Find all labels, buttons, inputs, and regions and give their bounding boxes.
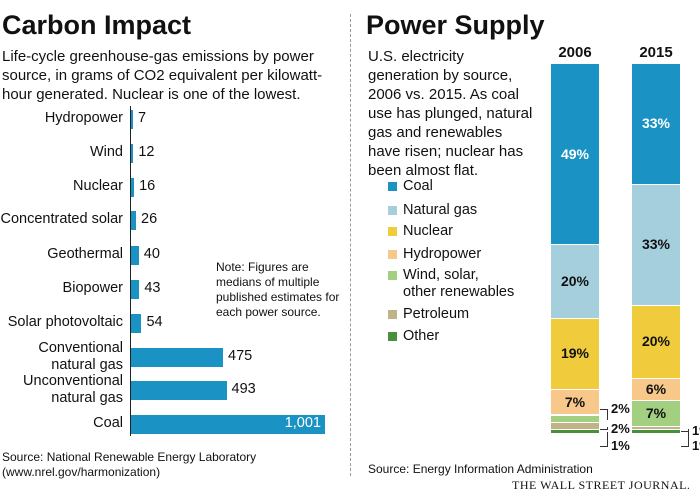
- legend-swatch: [388, 332, 397, 341]
- left-title: Carbon Impact: [2, 10, 192, 40]
- category-label: Nuclear: [73, 178, 123, 194]
- segment-label: 19%: [560, 345, 590, 362]
- segment-label: 33%: [641, 115, 671, 132]
- legend-swatch: [388, 206, 397, 215]
- emission-bar: [131, 245, 139, 265]
- stack-segment: [551, 319, 599, 389]
- category-axis: [130, 106, 131, 436]
- leader-line: [600, 426, 608, 430]
- emission-bar: [131, 414, 325, 434]
- emission-bar: [131, 279, 140, 299]
- value-label: 12: [138, 144, 155, 160]
- stack-segment: [632, 401, 680, 426]
- segment-label: 33%: [641, 236, 671, 253]
- segment-label: 1%: [692, 438, 700, 454]
- category-label: Wind: [89, 144, 123, 160]
- stack-segment: [551, 430, 599, 433]
- segment-label: 1%: [692, 422, 700, 438]
- stack-segment: [551, 422, 599, 430]
- stack-segment: [632, 430, 680, 433]
- value-label: 54: [146, 314, 163, 330]
- segment-label: 7%: [564, 393, 586, 410]
- stack-segment: [551, 245, 599, 319]
- emission-bar: [131, 143, 134, 163]
- legend-swatch: [388, 250, 397, 259]
- segment-label: 7%: [645, 404, 667, 421]
- legend-swatch: [388, 271, 397, 280]
- segment-label: 6%: [645, 381, 667, 398]
- legend-swatch: [388, 310, 397, 319]
- left-subtitle: Life-cycle greenhouse-gas emissions by p…: [2, 48, 323, 103]
- emission-bar: [131, 347, 224, 367]
- category-label: Geothermal: [47, 246, 123, 262]
- stack-segment: [551, 389, 599, 415]
- wsj-logo: THE WALL STREET JOURNAL.: [512, 478, 691, 492]
- segment-label: 2%: [611, 420, 630, 436]
- legend-label: Hydropower: [403, 246, 482, 262]
- category-label: Conventional natural gas: [38, 340, 123, 373]
- legend-label: Natural gas: [403, 202, 478, 218]
- column-year: 2015: [639, 44, 673, 61]
- left-source: Source: National Renewable Energy Labora…: [2, 450, 257, 479]
- value-label: 16: [139, 178, 156, 194]
- value-label: 475: [228, 348, 253, 364]
- emission-bar: [131, 380, 227, 400]
- value-label: 493: [231, 381, 256, 397]
- category-label: Concentrated solar: [0, 211, 123, 227]
- legend-label: Petroleum: [403, 306, 470, 322]
- column-year: 2006: [558, 44, 592, 61]
- legend-swatch: [388, 182, 397, 191]
- emission-bar: [131, 109, 133, 129]
- legend-label: Coal: [403, 178, 433, 194]
- leader-line: [600, 432, 608, 448]
- category-label: Biopower: [62, 280, 123, 296]
- panel-divider: [350, 14, 351, 476]
- stack-segment: [551, 64, 599, 245]
- category-label: Unconventional natural gas: [23, 373, 123, 406]
- segment-label: 49%: [560, 145, 590, 162]
- category-label: Hydropower: [44, 110, 123, 126]
- stack-segment: [632, 305, 680, 379]
- value-label: 43: [144, 280, 161, 296]
- value-label: 1,001: [284, 415, 321, 431]
- right-title: Power Supply: [366, 10, 545, 40]
- generation-stacked-chart: 2006 49% 20% 19% 7% 2% 2% 1% 2015 33% 33% 20% 6% 7% 1%…: [540, 40, 700, 460]
- chart-note: Note: Figures are medians of multiple pu…: [216, 260, 340, 319]
- stack-segment: [632, 426, 680, 430]
- legend-swatch: [388, 227, 397, 236]
- stack-segment: [632, 379, 680, 401]
- emissions-bar-chart: Hydropower 7 Wind 12 Nuclear 16 Concentrated s…: [0, 100, 345, 445]
- emission-bar: [131, 177, 135, 197]
- segment-label: 2%: [611, 401, 630, 417]
- stack-segment: [632, 64, 680, 184]
- leader-line: [681, 432, 689, 448]
- value-label: 26: [141, 211, 158, 227]
- value-label: 7: [138, 110, 147, 126]
- emission-bar: [131, 313, 142, 333]
- segment-label: 1%: [611, 438, 630, 454]
- legend-label: Wind, solar, other renewables: [403, 267, 515, 300]
- value-label: 40: [143, 246, 160, 262]
- leader-line: [681, 428, 689, 432]
- segment-label: 20%: [560, 273, 590, 290]
- segment-label: 20%: [641, 333, 671, 350]
- leader-line: [600, 409, 608, 421]
- stack-segment: [632, 184, 680, 305]
- category-label: Coal: [93, 415, 123, 431]
- legend-label: Other: [403, 328, 440, 344]
- legend-label: Nuclear: [403, 223, 453, 239]
- stack-segment: [551, 415, 599, 422]
- right-source: Source: Energy Information Administratio…: [368, 462, 593, 476]
- category-label: Solar photovoltaic: [7, 314, 123, 330]
- right-subtitle: U.S. electricity generation by source, 2…: [368, 48, 533, 179]
- emission-bar: [131, 210, 137, 230]
